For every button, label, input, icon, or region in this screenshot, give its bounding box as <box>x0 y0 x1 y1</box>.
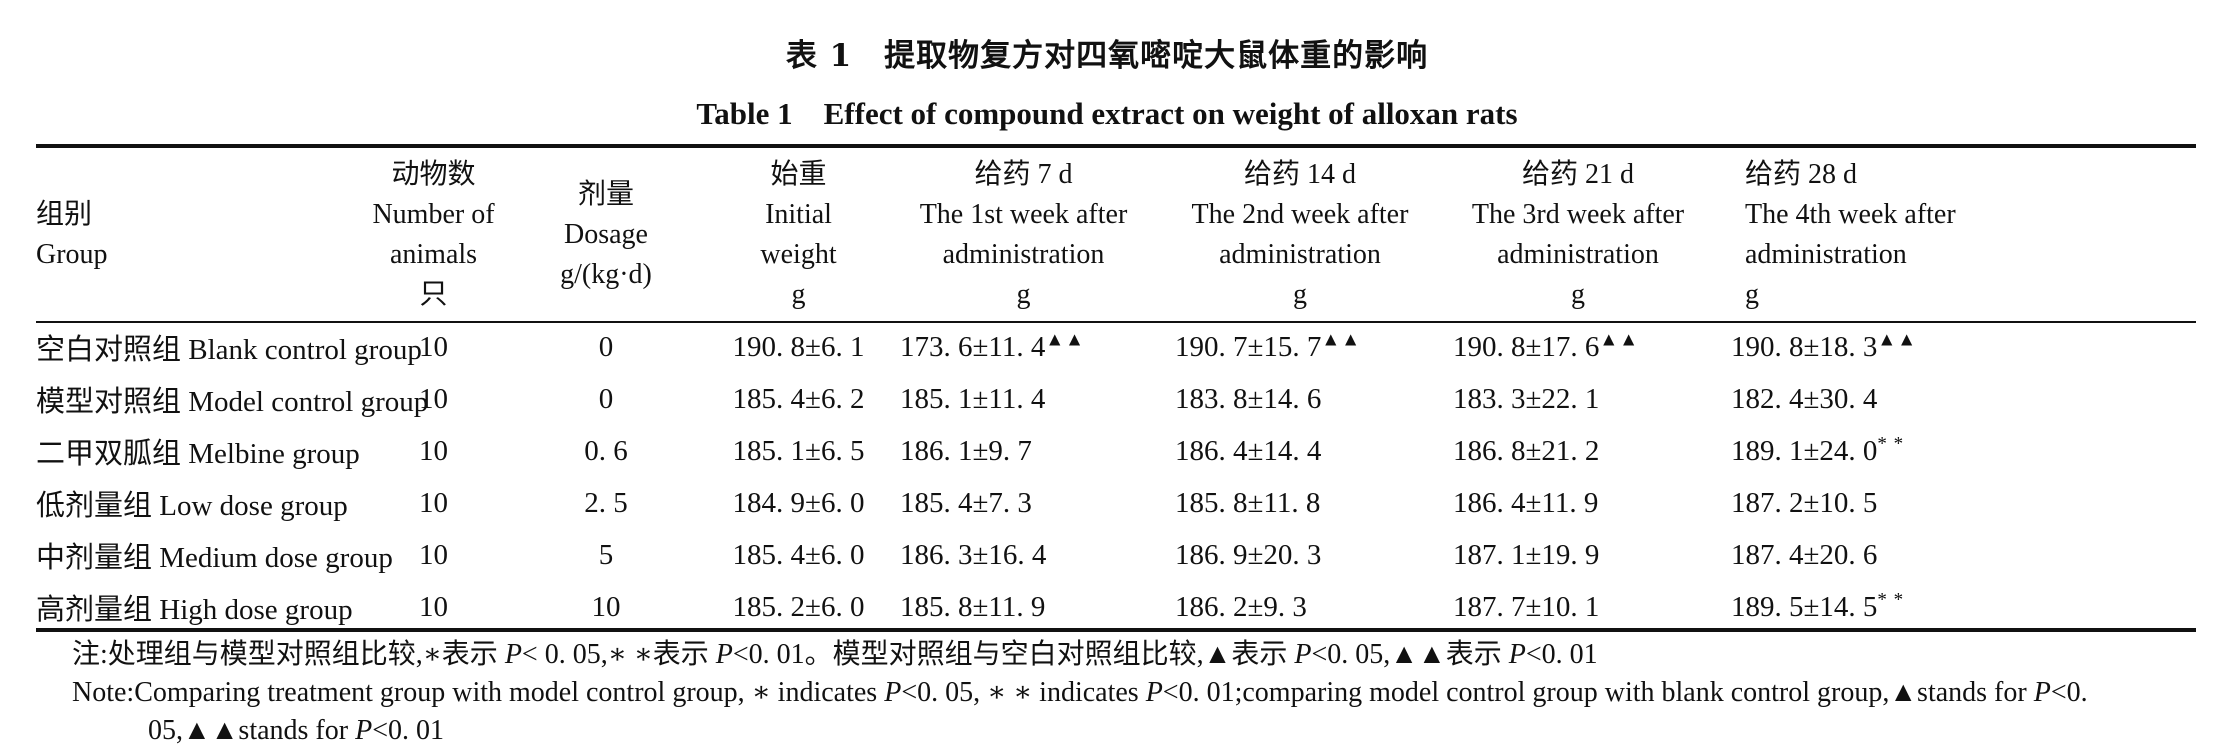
cell-animals: 10 <box>419 486 448 519</box>
cell-week2: 183. 8±14. 6 <box>1175 382 1322 415</box>
header-group: 组别 Group <box>36 198 108 270</box>
cell-week4: 187. 4±20. 6 <box>1731 538 1878 571</box>
cell-initial: 185. 4±6. 2 <box>732 382 865 415</box>
cell-week1: 186. 3±16. 4 <box>900 538 1047 571</box>
cell-group: 模型对照组 Model control group <box>36 386 429 418</box>
cell-group: 高剂量组 High dose group <box>36 594 353 626</box>
cell-week3: 186. 8±21. 2 <box>1453 434 1600 467</box>
cell-week3: 187. 7±10. 1 <box>1453 590 1600 623</box>
cell-week2: 186. 2±9. 3 <box>1175 590 1307 623</box>
note-chinese: 注:处理组与模型对照组比较,∗表示 P< 0. 05,∗ ∗表示 P<0. 01… <box>72 639 1598 670</box>
table-row: 二甲双胍组 Melbine group 10 0. 6 185. 1±6. 5 … <box>36 425 2196 477</box>
table-row: 空白对照组 Blank control group 10 0 190. 8±6.… <box>36 321 2196 373</box>
header-week1: 给药 7 d The 1st week after administration… <box>919 158 1128 310</box>
cell-week4: 182. 4±30. 4 <box>1731 382 1878 415</box>
cell-week1: 185. 8±11. 9 <box>900 590 1046 623</box>
cell-group: 二甲双胍组 Melbine group <box>36 438 360 470</box>
cell-week2: 190. 7±15. 7▲▲ <box>1175 328 1362 363</box>
table-row: 高剂量组 High dose group 10 10 185. 2±6. 0 1… <box>36 581 2196 633</box>
table-title-cn: 表 1 提取物复方对四氧嘧啶大鼠体重的影响 <box>785 38 1429 74</box>
cell-week3: 187. 1±19. 9 <box>1453 538 1600 571</box>
cell-week1: 173. 6±11. 4▲▲ <box>900 328 1085 363</box>
significance-mark: ▲▲ <box>1599 328 1640 350</box>
cell-initial: 184. 9±6. 0 <box>732 486 865 519</box>
table-notes: 注:处理组与模型对照组比较,∗表示 P< 0. 05,∗ ∗表示 P<0. 01… <box>72 636 2196 750</box>
header-initial-weight: 始重 Initial weight g <box>760 158 837 310</box>
cell-dosage: 5 <box>598 538 614 571</box>
header-row: 组别 Group 动物数 Number of animals 只 剂量 Dosa… <box>36 148 2196 321</box>
cell-week3: 183. 3±22. 1 <box>1453 382 1600 415</box>
note-english: Note:Comparing treatment group with mode… <box>72 677 2088 746</box>
cell-group: 中剂量组 Medium dose group <box>36 542 393 574</box>
cell-initial: 185. 2±6. 0 <box>732 590 865 623</box>
table-row: 中剂量组 Medium dose group 10 5 185. 4±6. 0 … <box>36 529 2196 581</box>
significance-mark: ▲▲ <box>1877 328 1918 350</box>
cell-week4: 190. 8±18. 3▲▲ <box>1731 328 1918 363</box>
cell-animals: 10 <box>419 590 448 623</box>
cell-week1: 185. 4±7. 3 <box>900 486 1032 519</box>
cell-week4: 189. 1±24. 0* * <box>1731 432 1905 467</box>
significance-mark: * * <box>1877 432 1905 454</box>
cell-dosage: 0 <box>598 382 614 415</box>
header-week2: 给药 14 d The 2nd week after administratio… <box>1191 158 1409 310</box>
significance-mark: * * <box>1877 588 1905 610</box>
header-animals: 动物数 Number of animals 只 <box>372 158 495 310</box>
cell-initial: 190. 8±6. 1 <box>732 330 865 363</box>
cell-animals: 10 <box>419 538 448 571</box>
cell-week4: 187. 2±10. 5 <box>1731 486 1878 519</box>
cell-week3: 186. 4±11. 9 <box>1453 486 1599 519</box>
cell-week1: 185. 1±11. 4 <box>900 382 1046 415</box>
significance-mark: ▲▲ <box>1321 328 1362 350</box>
cell-dosage: 0. 6 <box>584 434 628 467</box>
cell-dosage: 0 <box>598 330 614 363</box>
cell-week2: 186. 4±14. 4 <box>1175 434 1322 467</box>
cell-week2: 186. 9±20. 3 <box>1175 538 1322 571</box>
cell-week1: 186. 1±9. 7 <box>900 434 1032 467</box>
cell-week2: 185. 8±11. 8 <box>1175 486 1321 519</box>
cell-initial: 185. 4±6. 0 <box>732 538 865 571</box>
header-week3: 给药 21 d The 3rd week after administratio… <box>1471 158 1685 310</box>
table-header-rule <box>36 321 2196 323</box>
significance-mark: ▲▲ <box>1045 328 1085 350</box>
cell-animals: 10 <box>419 382 448 415</box>
table-bottom-rule <box>36 628 2196 632</box>
cell-group: 空白对照组 Blank control group <box>36 334 422 366</box>
table-row: 低剂量组 Low dose group 10 2. 5 184. 9±6. 0 … <box>36 477 2196 529</box>
table-row: 模型对照组 Model control group 10 0 185. 4±6.… <box>36 373 2196 425</box>
header-dosage: 剂量 Dosage g/(kg·d) <box>560 178 652 290</box>
cell-group: 低剂量组 Low dose group <box>36 490 348 522</box>
table-top-rule <box>36 144 2196 148</box>
cell-initial: 185. 1±6. 5 <box>732 434 865 467</box>
cell-week4: 189. 5±14. 5* * <box>1731 588 1905 623</box>
cell-dosage: 2. 5 <box>584 486 628 519</box>
cell-week3: 190. 8±17. 6▲▲ <box>1453 328 1640 363</box>
weight-table: 组别 Group 动物数 Number of animals 只 剂量 Dosa… <box>36 148 2196 633</box>
cell-dosage: 10 <box>591 590 621 623</box>
table-title-en: Table 1 Effect of compound extract on we… <box>696 96 1518 131</box>
cell-animals: 10 <box>419 330 448 363</box>
header-week4: 给药 28 d The 4th week after administratio… <box>1745 158 1956 310</box>
cell-animals: 10 <box>419 434 448 467</box>
